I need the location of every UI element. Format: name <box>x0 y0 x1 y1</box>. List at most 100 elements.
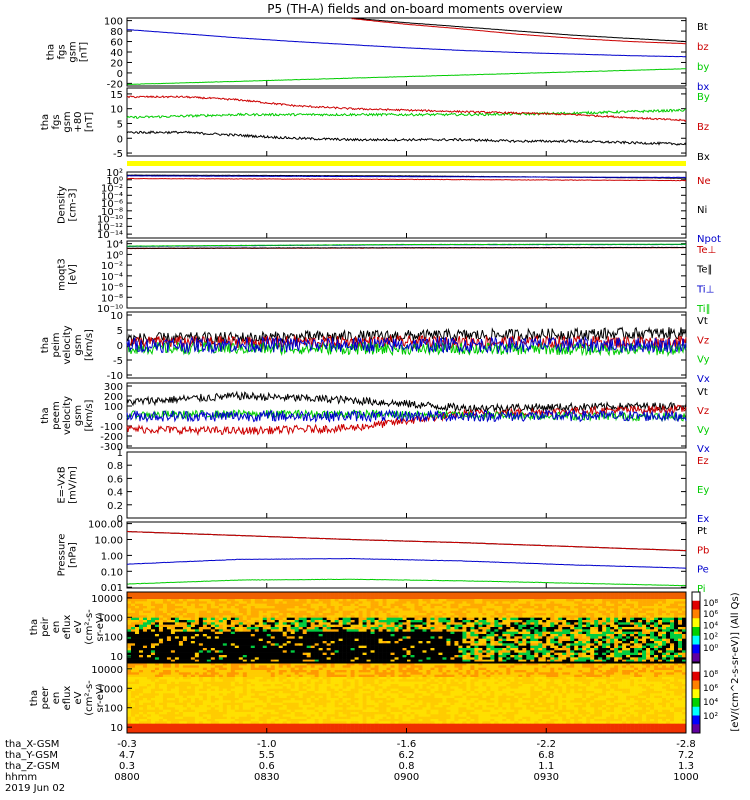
spectrogram-cell <box>182 596 188 600</box>
spectrogram-cell <box>374 663 379 666</box>
spectrogram-cell <box>162 606 168 609</box>
spectrogram-cell <box>378 627 383 630</box>
spectrogram-cell <box>670 667 675 671</box>
spectrogram-cell <box>642 606 647 609</box>
spectrogram-cell <box>298 650 303 653</box>
spectrogram-cell <box>490 643 495 646</box>
spectrogram-cell <box>186 608 192 611</box>
spectrogram-cell <box>346 610 351 614</box>
spectrogram-cell <box>578 606 583 609</box>
spectrogram-cell <box>362 624 367 628</box>
spectrogram-cell <box>538 596 543 600</box>
spectrogram-cell <box>270 657 276 660</box>
spectrogram-cell <box>622 606 627 609</box>
spectrogram-cell <box>210 624 216 628</box>
spectrogram-cell <box>494 631 499 635</box>
spectrogram-cell <box>334 617 339 621</box>
spectrogram-cell <box>294 645 299 649</box>
spectrogram-cell <box>246 655 252 658</box>
spectrogram-cell <box>466 643 471 646</box>
spectrogram-cell <box>510 622 515 625</box>
spectrogram-cell <box>218 655 224 658</box>
spectrogram-cell <box>546 641 551 644</box>
spectrogram-cell <box>302 606 307 609</box>
spectrogram-cell <box>606 655 611 658</box>
spectrogram-cell <box>186 615 192 618</box>
spectrogram-cell <box>138 655 144 658</box>
spectrogram-cell <box>130 652 136 656</box>
spectrogram-cell <box>362 615 367 618</box>
spectrogram-cell <box>638 667 643 671</box>
spectrogram-cell <box>282 615 288 618</box>
spectrogram-cell <box>494 636 499 639</box>
spectrogram-cell <box>666 610 671 614</box>
spectrogram-cell <box>322 627 327 630</box>
spectrogram-cell <box>242 650 248 653</box>
y-tick-label: 5 <box>117 326 123 337</box>
spectrogram-cell <box>194 641 200 644</box>
spectrogram-cell <box>326 603 331 607</box>
spectrogram-cell <box>494 603 499 607</box>
spectrogram-cell <box>174 667 180 671</box>
spectrogram-cell <box>278 594 284 597</box>
spectrogram-cell <box>590 594 595 597</box>
spectrogram-cell <box>614 643 619 646</box>
spectrogram-cell <box>654 624 659 628</box>
spectrogram-cell <box>138 645 144 649</box>
spectrogram-cell <box>526 613 531 616</box>
spectrogram-cell <box>238 601 244 604</box>
spectrogram-cell <box>206 627 212 630</box>
spectrogram-cell <box>558 638 563 642</box>
spectrogram-cell <box>446 629 451 632</box>
spectrogram-cell <box>638 610 643 614</box>
spectrogram-cell <box>630 601 635 604</box>
spectrogram-cell <box>426 599 431 602</box>
spectrogram-cell <box>166 655 172 658</box>
spectrogram-cell <box>302 622 307 625</box>
spectrogram-cell <box>194 631 200 635</box>
spectrogram-cell <box>146 617 152 621</box>
spectrogram-cell <box>298 629 303 632</box>
spectrogram-cell <box>646 655 651 658</box>
spectrogram-cell <box>650 617 655 621</box>
spectrogram-cell <box>614 659 619 663</box>
spectrogram-cell <box>446 645 451 649</box>
spectrogram-cell <box>650 634 655 637</box>
spectrogram-cell <box>314 643 319 646</box>
spectrogram-cell <box>526 636 531 639</box>
spectrogram-cell <box>214 657 220 660</box>
spectrogram-cell <box>158 659 164 663</box>
spectrogram-cell <box>518 594 523 597</box>
spectrogram-cell <box>230 657 236 660</box>
spectrogram-cell <box>354 629 359 632</box>
spectrogram-cell <box>222 657 228 660</box>
spectrogram-cell <box>402 631 407 635</box>
spectrogram-cell <box>338 610 343 614</box>
colorbar-cell <box>692 656 700 659</box>
spectrogram-cell <box>278 606 284 609</box>
spectrogram-cell <box>258 643 264 646</box>
spectrogram-cell <box>346 592 351 595</box>
spectrogram-cell <box>182 663 188 666</box>
spectrogram-cell <box>362 622 367 625</box>
spectrogram-cell <box>434 622 439 625</box>
spectrogram-cell <box>262 594 268 597</box>
spectrogram-cell <box>210 622 216 625</box>
spectrogram-cell <box>666 606 671 609</box>
spectrogram-cell <box>298 638 303 642</box>
spectrogram-cell <box>162 648 168 651</box>
spectrogram-cell <box>450 652 455 656</box>
spectrogram-cell <box>542 659 547 663</box>
spectrogram-cell <box>630 608 635 611</box>
spectrogram-cell <box>518 663 523 666</box>
spectrogram-cell <box>326 596 331 600</box>
spectrogram-cell <box>318 610 323 614</box>
spectrogram-cell <box>146 603 152 607</box>
spectrogram-cell <box>462 667 467 671</box>
spectrogram-cell <box>290 613 295 616</box>
spectrogram-cell <box>226 655 232 658</box>
spectrogram-cell <box>534 645 539 649</box>
spectrogram-cell <box>470 659 475 663</box>
spectrogram-cell <box>470 665 475 668</box>
spectrogram-cell <box>418 592 423 595</box>
